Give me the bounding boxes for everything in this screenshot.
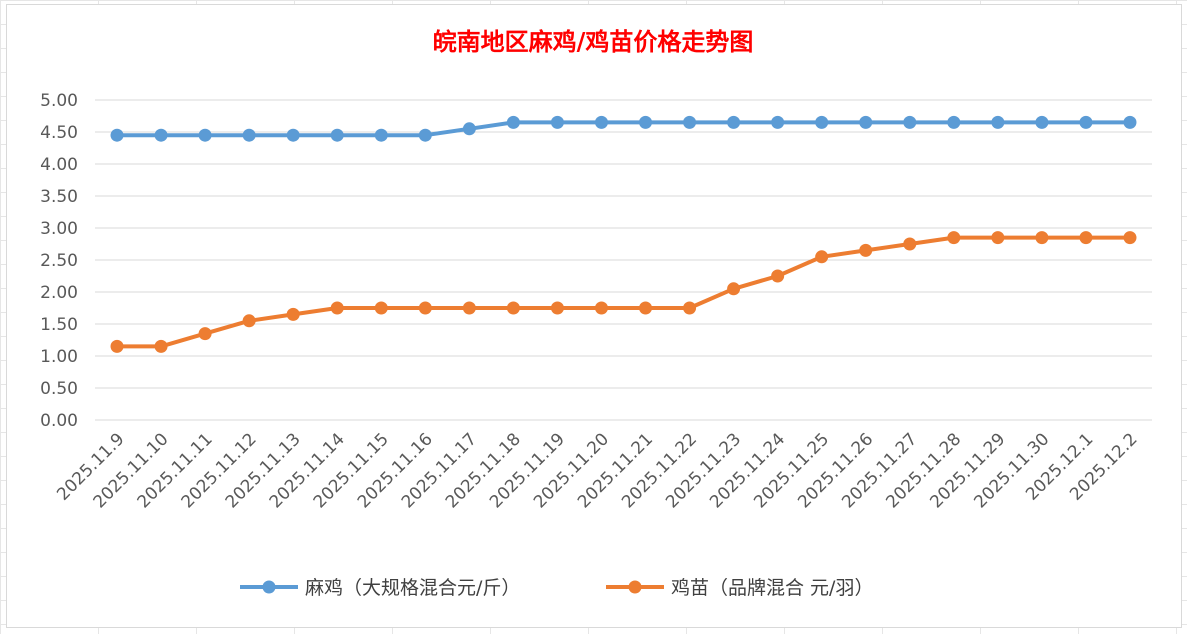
y-tick-label: 1.50 [40, 315, 78, 335]
y-tick-label: 4.50 [40, 123, 78, 143]
data-point[interactable] [550, 115, 564, 129]
data-point[interactable] [374, 301, 388, 315]
data-point[interactable] [1079, 231, 1093, 245]
y-tick-label: 0.50 [40, 379, 78, 399]
data-point[interactable] [947, 231, 961, 245]
data-point[interactable] [154, 128, 168, 142]
y-tick-label: 4.00 [40, 155, 78, 175]
data-point[interactable] [991, 231, 1005, 245]
data-point[interactable] [110, 128, 124, 142]
chart-frame[interactable] [6, 4, 1182, 628]
data-point[interactable] [727, 115, 741, 129]
data-point[interactable] [462, 301, 476, 315]
data-point[interactable] [991, 115, 1005, 129]
data-point[interactable] [418, 128, 432, 142]
data-point[interactable] [374, 128, 388, 142]
data-point[interactable] [154, 339, 168, 353]
legend-label: 麻鸡（大规格混合元/斤） [305, 577, 520, 599]
series-group [110, 115, 1137, 353]
data-point[interactable] [771, 269, 785, 283]
data-point[interactable] [594, 301, 608, 315]
data-point[interactable] [815, 250, 829, 264]
data-point[interactable] [815, 115, 829, 129]
y-tick-label: 3.50 [40, 187, 78, 207]
data-point[interactable] [903, 237, 917, 251]
data-point[interactable] [947, 115, 961, 129]
legend-swatch-marker [628, 580, 642, 594]
data-point[interactable] [418, 301, 432, 315]
data-point[interactable] [639, 301, 653, 315]
legend-swatch-marker [262, 580, 276, 594]
data-point[interactable] [198, 128, 212, 142]
data-point[interactable] [198, 327, 212, 341]
y-tick-label: 2.00 [40, 283, 78, 303]
data-point[interactable] [330, 301, 344, 315]
y-tick-label: 3.00 [40, 219, 78, 239]
series-line [117, 235, 1130, 349]
data-point[interactable] [242, 314, 256, 328]
data-point[interactable] [506, 115, 520, 129]
data-point[interactable] [1035, 231, 1049, 245]
chart-title: 皖南地区麻鸡/鸡苗价格走势图 [433, 27, 754, 56]
data-point[interactable] [550, 301, 564, 315]
data-point[interactable] [110, 339, 124, 353]
data-point[interactable] [1035, 115, 1049, 129]
data-point[interactable] [286, 128, 300, 142]
data-point[interactable] [771, 115, 785, 129]
data-point[interactable] [1123, 115, 1137, 129]
data-point[interactable] [462, 122, 476, 136]
y-tick-label: 5.00 [40, 91, 78, 111]
legend-label: 鸡苗（品牌混合 元/羽） [671, 577, 873, 599]
data-point[interactable] [859, 243, 873, 257]
legend: 麻鸡（大规格混合元/斤） 鸡苗（品牌混合 元/羽） [240, 577, 873, 599]
data-point[interactable] [683, 115, 697, 129]
data-point[interactable] [594, 115, 608, 129]
series-line [117, 120, 1130, 138]
data-point[interactable] [859, 115, 873, 129]
data-point[interactable] [1123, 231, 1137, 245]
data-point[interactable] [1079, 115, 1093, 129]
data-point[interactable] [727, 282, 741, 296]
y-tick-label: 0.00 [40, 411, 78, 431]
data-point[interactable] [242, 128, 256, 142]
data-point[interactable] [683, 301, 697, 315]
data-point[interactable] [903, 115, 917, 129]
data-point[interactable] [639, 115, 653, 129]
data-point[interactable] [330, 128, 344, 142]
y-axis-ticks: 0.00 0.50 1.00 1.50 2.00 2.50 3.00 3.50 4.00 4.50… [40, 91, 78, 431]
x-axis-ticks: 2025.11.92025.11.102025.11.112025.11.122… [53, 429, 1141, 512]
data-point[interactable] [506, 301, 520, 315]
y-tick-label: 2.50 [40, 251, 78, 271]
gridlines [95, 99, 1152, 421]
data-point[interactable] [286, 307, 300, 321]
y-tick-label: 1.00 [40, 347, 78, 367]
